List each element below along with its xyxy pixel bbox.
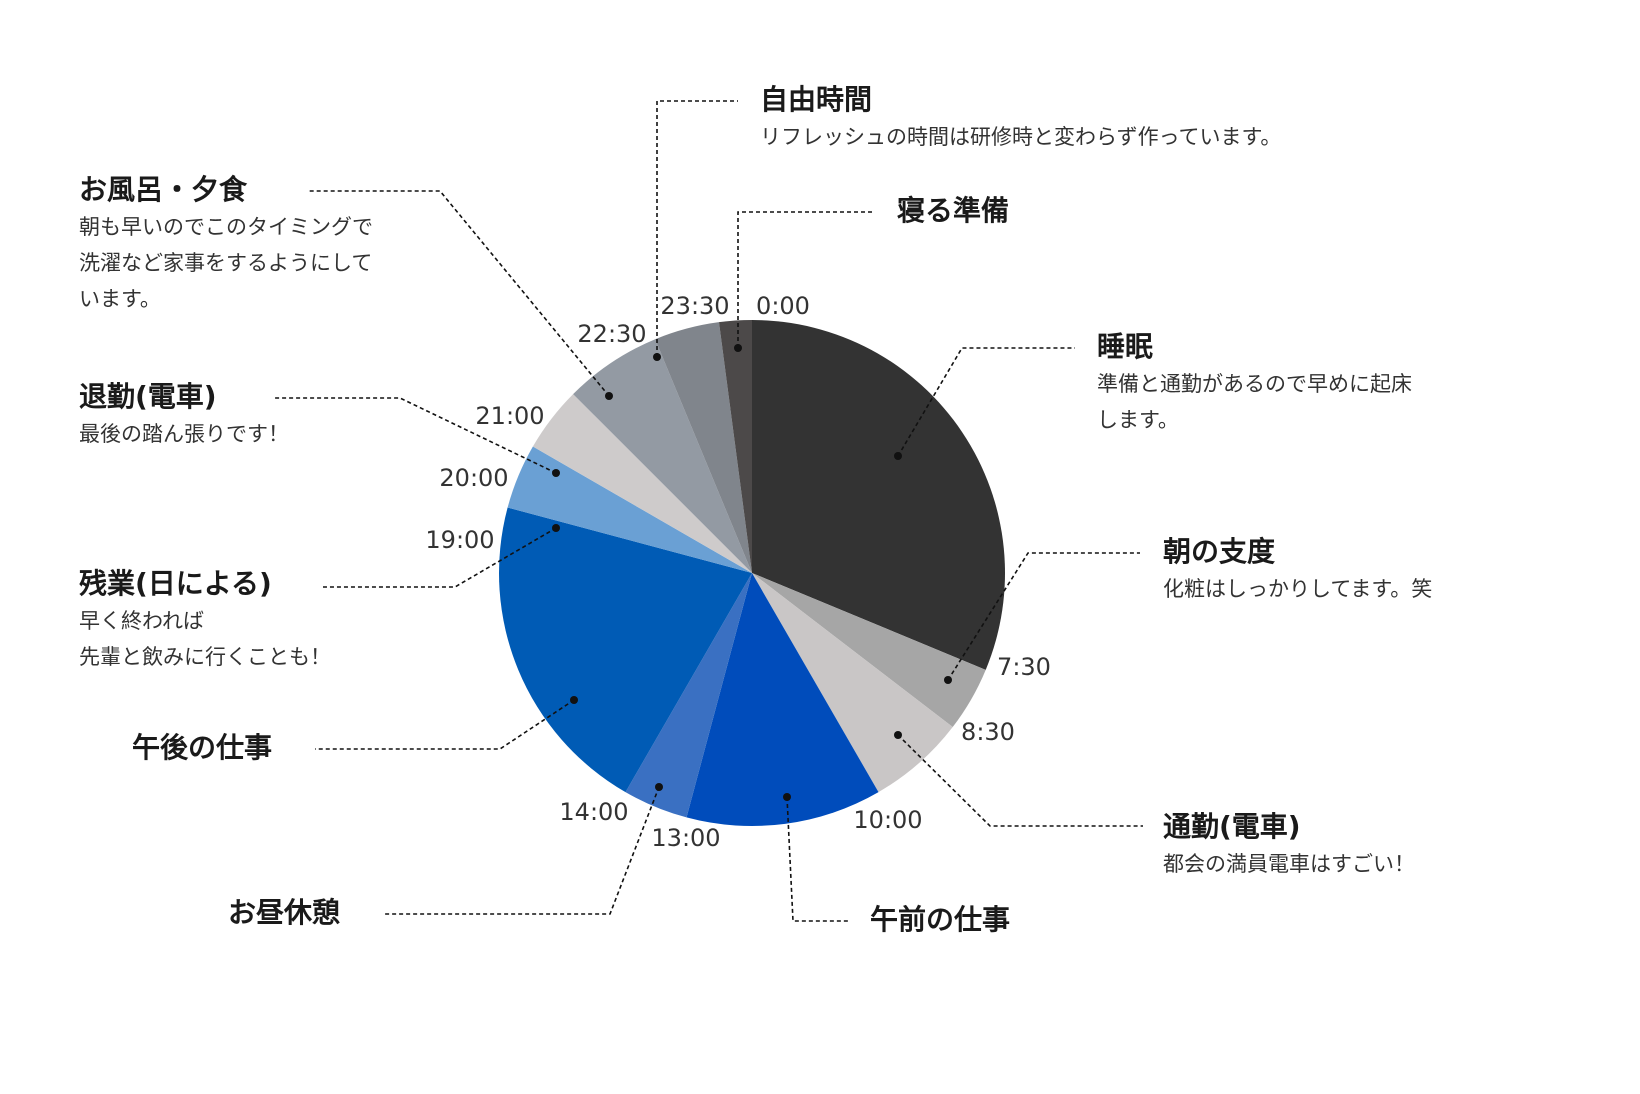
slice-annotation: 残業(日による) 早く終われば 先輩と飲みに行くことも！ xyxy=(79,567,331,675)
slice-annotation: 午前の仕事 xyxy=(870,903,1010,937)
slice-description: 早く終われば 先輩と飲みに行くことも！ xyxy=(79,609,331,669)
pie-slice xyxy=(625,573,752,818)
slice-label: 午前の仕事 xyxy=(870,903,1011,936)
slice-label: 自由時間 xyxy=(760,83,873,116)
slice-description: 化粧はしっかりしてます。笑 xyxy=(1163,577,1433,601)
slice-annotation: 朝の支度化粧はしっかりしてます。笑 xyxy=(1163,535,1432,607)
leader-line xyxy=(897,734,1143,827)
slice-label: 朝の支度 xyxy=(1163,535,1276,568)
leader-dot xyxy=(734,344,742,352)
slice-annotation: お昼休憩 xyxy=(228,896,340,930)
time-tick-label: 14:00 xyxy=(559,798,629,826)
leader-dot xyxy=(552,469,560,477)
time-tick-label: 0:00 xyxy=(756,292,810,320)
slice-annotation: 自由時間リフレッシュの時間は研修時と変わらず作っています。 xyxy=(760,83,1281,155)
slice-description: 朝も早いのでこのタイミングで 洗濯など家事をするようにして います。 xyxy=(79,215,373,311)
leader-dot xyxy=(944,676,952,684)
leader-dot xyxy=(894,452,902,460)
time-tick-label: 10:00 xyxy=(853,806,923,834)
slice-label: 残業(日による) xyxy=(79,567,272,600)
slice-annotation: 通勤(電車) 都会の満員電車はすごい！ xyxy=(1163,810,1415,882)
slice-annotation: お風呂・夕食朝も早いのでこのタイミングで 洗濯など家事をするようにして います。 xyxy=(79,173,373,317)
slice-description: 準備と通勤があるので早めに起床 します。 xyxy=(1097,372,1412,432)
slice-annotation: 午後の仕事 xyxy=(132,731,272,765)
pie-slice xyxy=(752,573,953,793)
pie-slice xyxy=(655,322,752,573)
slice-annotation: 睡眠準備と通勤があるので早めに起床 します。 xyxy=(1097,330,1412,438)
leader-line xyxy=(273,397,557,474)
slice-label: 通勤(電車) xyxy=(1163,810,1301,843)
time-tick-label: 13:00 xyxy=(651,824,721,852)
slice-description: 都会の満員電車はすごい！ xyxy=(1163,852,1415,876)
slice-label: 寝る準備 xyxy=(897,194,1010,227)
slice-label: 睡眠 xyxy=(1097,330,1154,363)
time-tick-label: 21:00 xyxy=(475,402,545,430)
slice-label: お昼休憩 xyxy=(228,896,341,929)
leader-line xyxy=(786,796,850,922)
leader-line xyxy=(737,211,875,348)
time-tick-label: 19:00 xyxy=(425,526,495,554)
leader-dot xyxy=(894,731,902,739)
pie-slice xyxy=(752,573,986,728)
slice-description: リフレッシュの時間は研修時と変わらず作っています。 xyxy=(760,125,1282,149)
leader-dot xyxy=(653,353,661,361)
slice-description: 最後の踏ん張りです！ xyxy=(79,422,289,446)
pie-slice xyxy=(752,320,1005,670)
time-tick-label: 7:30 xyxy=(997,653,1051,681)
pie-slice xyxy=(686,573,879,826)
slice-annotation: 寝る準備 xyxy=(897,194,1009,228)
leader-dot xyxy=(552,524,560,532)
leader-line xyxy=(385,786,660,915)
leader-line xyxy=(315,699,575,750)
leader-dot xyxy=(655,783,663,791)
pie-slice xyxy=(498,507,752,793)
pie-slice xyxy=(532,394,752,573)
slice-label: お風呂・夕食 xyxy=(79,173,248,206)
leader-dot xyxy=(570,696,578,704)
leader-line xyxy=(947,552,1140,681)
time-tick-label: 8:30 xyxy=(961,718,1015,746)
slice-label: 退勤(電車) xyxy=(79,380,217,413)
leader-dot xyxy=(783,793,791,801)
leader-dot xyxy=(605,392,613,400)
time-tick-label: 22:30 xyxy=(577,320,647,348)
slice-label: 午後の仕事 xyxy=(132,731,273,764)
leader-line xyxy=(323,527,557,588)
leader-line xyxy=(656,100,738,357)
time-tick-label: 23:30 xyxy=(660,292,730,320)
pie-slice xyxy=(718,320,752,573)
pie-slice xyxy=(507,446,752,573)
time-tick-label: 20:00 xyxy=(439,464,509,492)
pie-slice xyxy=(573,339,752,573)
slice-annotation: 退勤(電車) 最後の踏ん張りです！ xyxy=(79,380,289,452)
